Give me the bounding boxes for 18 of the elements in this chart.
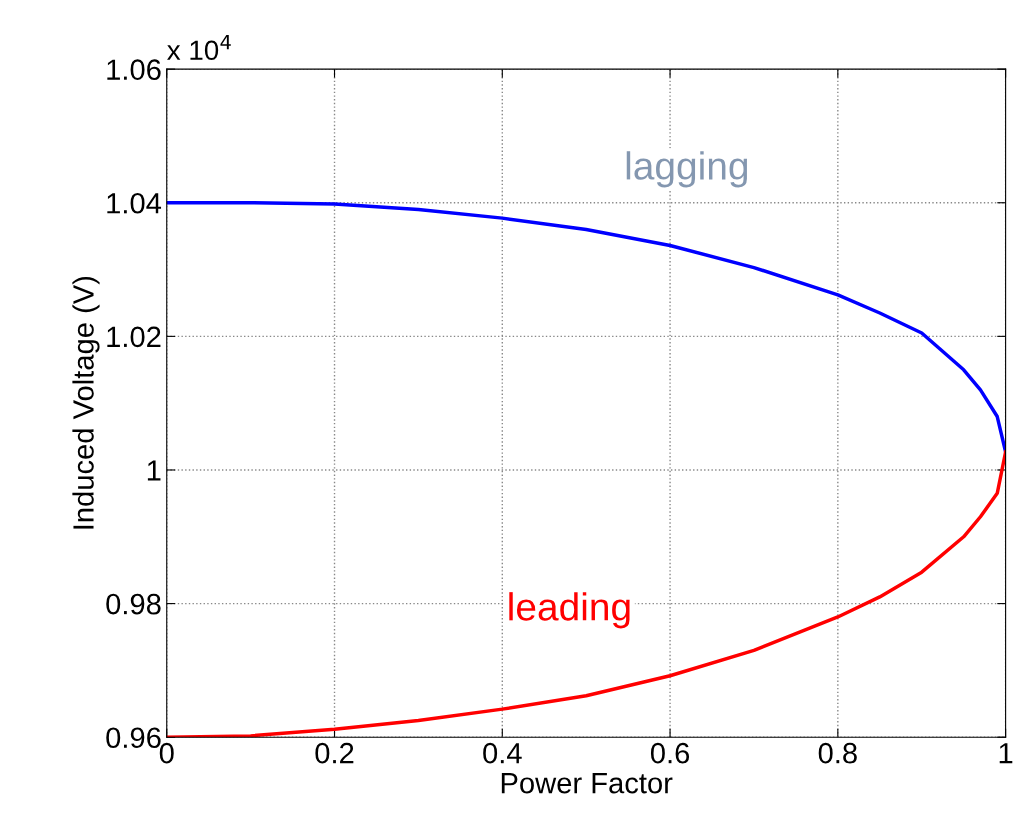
x-tick-label: 1 (999, 743, 1013, 764)
y-axis-title: Induced Voltage (V) (72, 276, 100, 529)
x-tick-label: 0.2 (315, 742, 354, 764)
x-tick-label: 0 (159, 742, 174, 764)
y-tick-label: 0.98 (106, 593, 161, 615)
x-tick-label: 0.6 (650, 742, 690, 764)
x-tick-label: 0.8 (818, 742, 857, 764)
text: x 10$^{4}$ (167, 35, 231, 61)
y-tick-label: 1.04 (107, 192, 162, 214)
y-tick-label: 1 (147, 460, 161, 481)
y-tick-label: 1.06 (107, 59, 161, 80)
x-tick-label: 0.4 (483, 742, 522, 764)
y-tick-label: 1.02 (107, 326, 161, 348)
annotation: lagging (626, 151, 748, 188)
y-tick-label: 0.96 (106, 727, 161, 749)
line-series (166, 201, 1006, 454)
annotation: leading (509, 592, 630, 629)
x-axis-title: Power Factor (501, 773, 673, 794)
